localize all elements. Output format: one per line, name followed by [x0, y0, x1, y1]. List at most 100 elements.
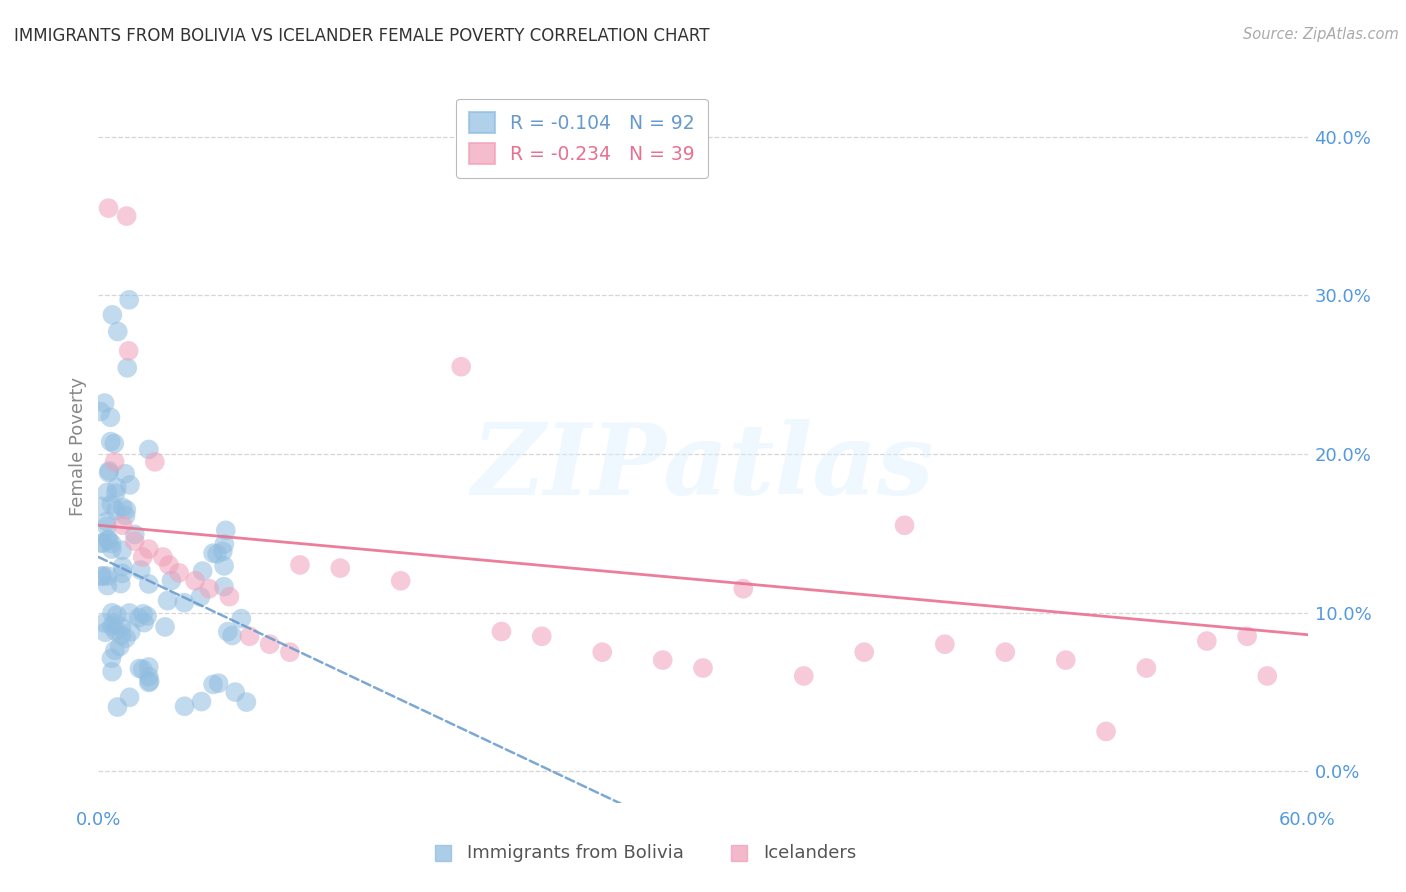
Point: [100, 536, 122, 550]
Point: [1054, 653, 1077, 667]
Point: [105, 503, 128, 517]
Point: [90, 569, 112, 583]
Point: [893, 518, 915, 533]
Point: [1236, 629, 1258, 643]
Point: [184, 574, 207, 588]
Point: [152, 549, 174, 564]
Point: [1095, 724, 1118, 739]
Text: Immigrants from Bolivia: Immigrants from Bolivia: [467, 844, 685, 862]
Point: [190, 694, 212, 708]
Text: ZIPatlas: ZIPatlas: [472, 419, 934, 516]
Point: [124, 527, 146, 541]
Point: [96, 519, 118, 533]
Point: [93, 615, 115, 630]
Point: [103, 455, 125, 469]
Point: [93, 396, 115, 410]
Point: [235, 695, 257, 709]
Point: [101, 606, 124, 620]
Point: [530, 629, 553, 643]
Point: [191, 564, 214, 578]
Point: [118, 690, 141, 705]
Point: [128, 661, 150, 675]
Point: [692, 661, 714, 675]
Point: [117, 360, 139, 375]
Point: [111, 559, 134, 574]
Point: [97, 533, 120, 547]
Text: Icelanders: Icelanders: [763, 844, 856, 862]
Point: [218, 590, 240, 604]
Point: [160, 574, 183, 588]
Point: [202, 677, 225, 691]
Point: [104, 486, 127, 500]
Point: [104, 624, 127, 638]
Y-axis label: Female Poverty: Female Poverty: [69, 376, 87, 516]
Point: [98, 464, 121, 478]
Point: [288, 558, 311, 572]
Point: [329, 561, 352, 575]
Point: [259, 637, 281, 651]
Point: [96, 485, 118, 500]
Point: [278, 645, 301, 659]
Point: [934, 637, 956, 651]
Point: [994, 645, 1017, 659]
Point: [97, 533, 120, 547]
Point: [214, 537, 236, 551]
Point: [1256, 669, 1278, 683]
Point: [212, 580, 235, 594]
Point: [491, 624, 513, 639]
Point: [793, 669, 815, 683]
Point: [134, 615, 156, 630]
Point: [138, 674, 160, 689]
Text: IMMIGRANTS FROM BOLIVIA VS ICELANDER FEMALE POVERTY CORRELATION CHART: IMMIGRANTS FROM BOLIVIA VS ICELANDER FEM…: [14, 27, 710, 45]
Point: [110, 576, 132, 591]
Point: [100, 410, 122, 425]
Point: [97, 569, 120, 583]
Point: [107, 325, 129, 339]
Point: [853, 645, 876, 659]
Point: [221, 628, 243, 642]
Point: [156, 593, 179, 607]
Point: [1195, 634, 1218, 648]
Point: [105, 608, 128, 623]
Point: [100, 651, 122, 665]
Point: [157, 558, 180, 572]
Point: [110, 628, 132, 642]
Point: [173, 699, 195, 714]
Point: [91, 536, 114, 550]
Point: [101, 542, 124, 557]
Point: [97, 466, 120, 480]
Point: [173, 596, 195, 610]
Point: [207, 676, 229, 690]
Point: [138, 669, 160, 683]
Point: [132, 549, 155, 564]
Point: [231, 611, 253, 625]
Point: [114, 467, 136, 481]
Point: [105, 481, 128, 495]
Point: [591, 645, 613, 659]
Point: [224, 685, 246, 699]
Point: [239, 629, 262, 643]
Point: [217, 624, 239, 639]
Point: [118, 343, 141, 358]
Point: [138, 660, 160, 674]
Point: [111, 500, 134, 515]
Point: [115, 209, 138, 223]
Point: [211, 544, 233, 558]
Point: [132, 607, 155, 621]
Point: [115, 503, 138, 517]
Point: [110, 620, 132, 634]
Point: [202, 546, 225, 560]
Point: [1135, 661, 1157, 675]
Point: [104, 643, 127, 657]
Text: Source: ZipAtlas.com: Source: ZipAtlas.com: [1243, 27, 1399, 42]
Point: [129, 563, 152, 577]
Point: [198, 582, 221, 596]
Point: [111, 566, 134, 581]
Point: [107, 700, 129, 714]
Point: [103, 616, 125, 631]
Point: [103, 436, 125, 450]
Point: [118, 606, 141, 620]
Point: [120, 624, 142, 639]
Point: [108, 640, 131, 654]
Point: [215, 524, 238, 538]
